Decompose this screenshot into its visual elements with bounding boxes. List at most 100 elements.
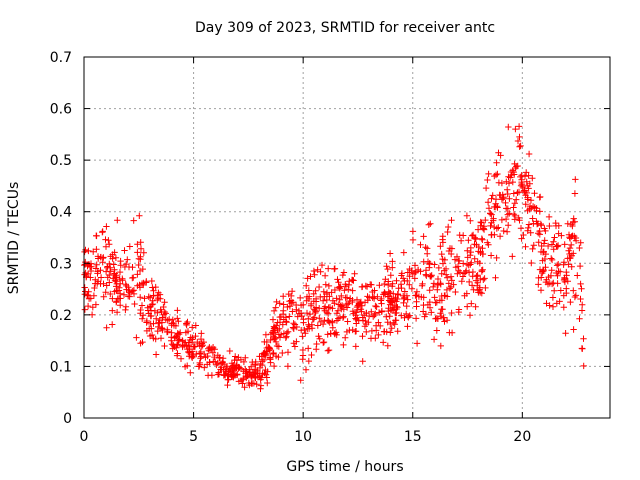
data-point <box>107 290 114 298</box>
data-point <box>335 301 342 308</box>
data-point <box>312 309 319 317</box>
data-point <box>521 173 529 180</box>
data-point <box>91 284 98 292</box>
data-point <box>235 378 243 385</box>
data-point <box>194 338 201 346</box>
data-point <box>553 262 561 269</box>
data-point <box>572 176 579 183</box>
data-point <box>495 149 502 156</box>
data-point <box>467 217 474 224</box>
data-point <box>197 348 204 356</box>
data-point <box>557 287 564 294</box>
data-point <box>518 235 525 242</box>
data-point <box>299 356 306 363</box>
data-point <box>134 241 141 248</box>
data-point <box>529 245 536 253</box>
data-point <box>504 211 511 218</box>
data-point <box>471 241 478 248</box>
data-point <box>174 307 181 314</box>
data-point <box>148 312 155 320</box>
data-point <box>511 216 518 223</box>
data-point <box>269 316 277 323</box>
data-point <box>363 309 370 317</box>
data-point <box>350 310 357 317</box>
data-point <box>113 299 120 306</box>
data-point <box>440 314 447 321</box>
data-point <box>319 297 327 304</box>
data-point <box>545 213 553 221</box>
data-point <box>109 321 116 328</box>
data-point <box>560 304 567 311</box>
data-point <box>372 310 379 317</box>
data-point <box>487 222 494 230</box>
data-point <box>279 349 286 357</box>
data-point <box>510 211 518 218</box>
data-point <box>512 164 519 172</box>
data-point <box>323 296 330 304</box>
data-point <box>446 285 454 292</box>
y-tick-label: 0 <box>63 411 72 427</box>
data-point <box>542 227 549 235</box>
data-point <box>574 272 581 279</box>
data-point <box>267 336 274 344</box>
data-point <box>555 222 562 229</box>
data-point <box>189 324 196 331</box>
data-point <box>434 286 441 293</box>
data-point <box>237 365 245 372</box>
data-point <box>426 260 433 267</box>
data-point <box>276 300 283 307</box>
data-point <box>226 347 233 355</box>
data-point <box>114 217 121 224</box>
data-point <box>400 249 407 256</box>
data-point <box>363 328 370 336</box>
data-point <box>93 246 100 253</box>
data-point <box>517 225 525 232</box>
data-point <box>502 199 509 207</box>
data-point <box>530 242 537 249</box>
data-point <box>242 366 249 373</box>
data-point <box>343 304 351 311</box>
data-point <box>222 367 229 375</box>
data-point <box>174 315 181 322</box>
data-point <box>129 264 136 271</box>
data-point <box>550 238 557 245</box>
data-point <box>420 233 427 240</box>
x-tick-labels: 0 5 10 15 20 <box>80 429 532 445</box>
data-point <box>411 262 419 269</box>
data-point <box>146 325 153 332</box>
data-point <box>549 303 557 310</box>
data-point <box>116 268 124 276</box>
data-point <box>552 219 559 227</box>
data-point <box>516 217 523 224</box>
data-point <box>240 376 247 383</box>
data-point <box>504 190 511 198</box>
data-point <box>464 303 471 310</box>
data-point <box>331 286 339 294</box>
data-point <box>520 187 528 194</box>
data-point <box>272 352 280 360</box>
data-point <box>571 190 579 197</box>
data-point <box>346 327 353 334</box>
data-point <box>342 334 349 341</box>
data-point <box>204 352 211 360</box>
data-point <box>444 274 451 281</box>
data-point <box>510 190 517 197</box>
data-point <box>320 305 328 312</box>
data-point <box>353 316 360 323</box>
data-point <box>373 327 380 334</box>
data-point <box>524 227 531 234</box>
data-point <box>384 265 391 273</box>
data-point <box>325 318 332 325</box>
data-point <box>231 356 238 364</box>
data-point <box>372 335 379 342</box>
data-point <box>569 232 576 239</box>
data-point <box>333 295 340 302</box>
data-point <box>160 303 167 311</box>
data-point <box>145 293 152 300</box>
data-point <box>253 370 261 377</box>
data-point <box>439 255 446 263</box>
data-point <box>276 334 284 341</box>
data-point <box>137 253 144 260</box>
data-point <box>413 340 421 347</box>
data-point <box>404 277 411 285</box>
